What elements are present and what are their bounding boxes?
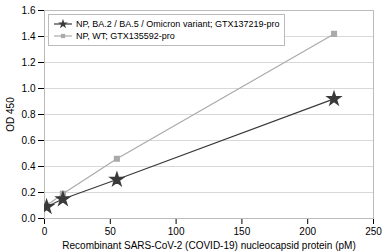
svg-text:1.6: 1.6 xyxy=(22,5,36,16)
svg-text:250: 250 xyxy=(365,226,382,237)
svg-text:150: 150 xyxy=(234,226,251,237)
svg-text:200: 200 xyxy=(299,226,316,237)
svg-text:1.4: 1.4 xyxy=(22,31,36,42)
svg-text:0.8: 0.8 xyxy=(22,109,36,120)
svg-text:0.4: 0.4 xyxy=(22,161,36,172)
svg-text:1.0: 1.0 xyxy=(22,83,36,94)
svg-text:100: 100 xyxy=(168,226,185,237)
svg-text:0.6: 0.6 xyxy=(22,135,36,146)
svg-text:0.2: 0.2 xyxy=(22,187,36,198)
svg-text:0: 0 xyxy=(42,226,48,237)
svg-text:0.0: 0.0 xyxy=(22,213,36,224)
svg-text:Recombinant SARS-CoV-2 (COVID-: Recombinant SARS-CoV-2 (COVID-19) nucleo… xyxy=(62,240,355,251)
svg-text:OD 450: OD 450 xyxy=(5,97,16,132)
svg-text:1.2: 1.2 xyxy=(22,57,36,68)
html-text:NP, BA.2 / BA.5 / Omicron vari: NP, BA.2 / BA.5 / Omicron variant; GTX13… xyxy=(76,19,280,29)
svg-text:50: 50 xyxy=(105,226,117,237)
html-text:NP, WT; GTX135592-pro: NP, WT; GTX135592-pro xyxy=(76,31,175,41)
